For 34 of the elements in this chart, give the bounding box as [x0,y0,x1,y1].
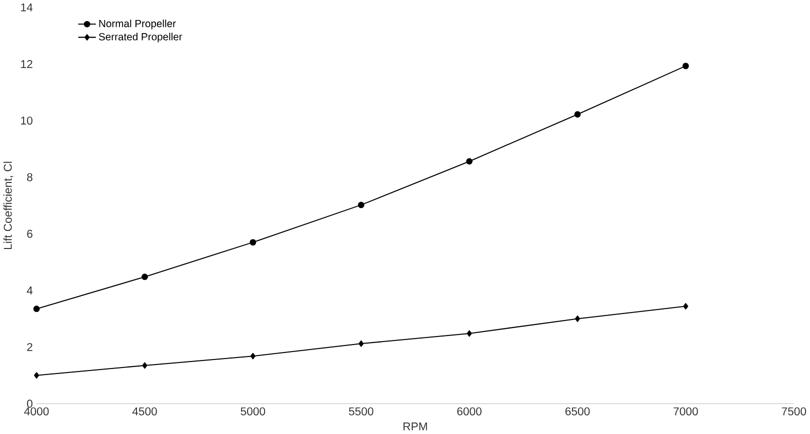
legend-label: Normal Propeller [99,20,176,30]
y-tick-label: 8 [27,173,32,182]
y-tick-label: 6 [27,230,32,238]
point [142,274,148,280]
x-tick-label: 7500 [782,407,806,416]
point [682,62,689,70]
point [683,303,688,310]
point [466,158,473,165]
x-tick-label: 5500 [348,407,374,416]
x-tick-label: 6000 [457,407,482,416]
x-axis-title: RPM [404,422,427,430]
y-axis-title: Lift Coefficient, Cl [3,162,14,250]
legend-label: Serrated Propeller [98,32,182,43]
x-tick-label: 4500 [132,407,157,416]
point [574,111,581,118]
y-tick-label: 0 [27,400,32,408]
x-tick-label: 5000 [240,407,266,416]
point [358,202,364,208]
point [358,340,364,347]
point [574,316,580,322]
y-tick-label: 10 [21,116,32,125]
x-tick-label: 4000 [24,407,49,416]
point [250,239,256,246]
x-tick-label: 6500 [565,407,590,416]
point [250,353,256,360]
x-tick-label: 7000 [674,407,698,416]
point [34,372,40,379]
point [466,330,472,337]
y-tick-label: 14 [21,4,33,12]
point [33,306,40,312]
y-tick-label: 12 [21,60,32,68]
point [142,362,148,369]
y-tick-label: 4 [26,286,33,294]
y-tick-label: 2 [27,343,32,352]
